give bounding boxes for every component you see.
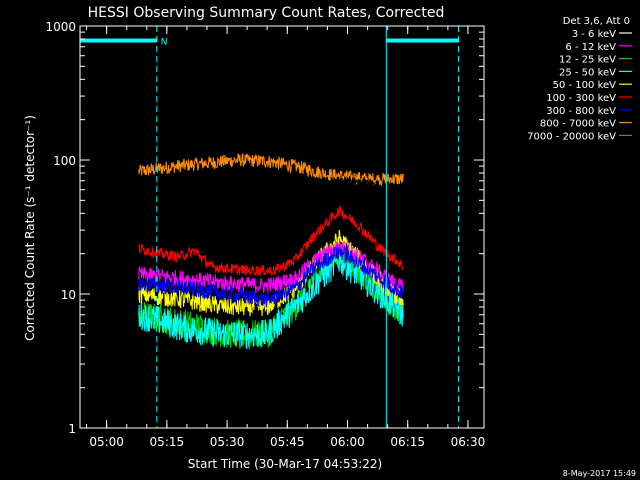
y-axis-label: Corrected Count Rate (s⁻¹ detector⁻¹) (23, 115, 37, 341)
y-tick-label: 1000 (45, 20, 76, 34)
x-tick-label: 06:15 (390, 435, 425, 449)
series-line (138, 248, 404, 350)
legend-header: Det 3,6, Att 0 (563, 16, 630, 27)
chart-title: HESSI Observing Summary Count Rates, Cor… (88, 5, 445, 21)
x-tick-label: 05:15 (150, 435, 185, 449)
footer-timestamp: 8-May-2017 15:49 (563, 469, 636, 478)
x-tick-label: 05:00 (89, 435, 124, 449)
x-tick-label: 05:45 (270, 435, 305, 449)
legend-label: 12 - 25 keV (559, 55, 616, 66)
series-line (138, 205, 404, 276)
y-tick-label: 10 (61, 288, 76, 302)
y-tick-label: 100 (53, 154, 76, 168)
legend-label: 50 - 100 keV (553, 80, 617, 91)
legend-label: 6 - 12 keV (565, 42, 616, 53)
legend-label: 100 - 300 keV (546, 93, 616, 104)
observing-annotations: N (79, 26, 460, 428)
legend-label: 7000 - 20000 keV (527, 131, 616, 142)
observing-bar-label: N (161, 37, 168, 47)
series-line (138, 152, 404, 187)
legend-label: 300 - 800 keV (546, 106, 616, 117)
legend: Det 3,6, Att 0 3 - 6 keV 6 - 12 keV 12 - 2… (527, 16, 632, 142)
x-axis-label: Start Time (30-Mar-17 04:53:22) (188, 457, 382, 471)
x-tick-label: 05:30 (210, 435, 245, 449)
legend-label: 3 - 6 keV (572, 29, 616, 40)
plot-lines (138, 152, 404, 350)
series-line (138, 244, 404, 308)
y-axis: 1 10 100 1000 (45, 20, 484, 436)
legend-label: 25 - 50 keV (559, 67, 616, 78)
y-tick-label: 1 (68, 422, 76, 436)
x-axis: 05:00 05:15 05:30 05:45 06:00 06:15 06:30 (86, 26, 486, 449)
x-tick-label: 06:00 (330, 435, 365, 449)
series-line (138, 175, 404, 196)
x-tick-label: 06:30 (451, 435, 486, 449)
legend-label: 800 - 7000 keV (540, 119, 616, 130)
plot-frame (79, 25, 485, 429)
series-line (138, 229, 404, 317)
